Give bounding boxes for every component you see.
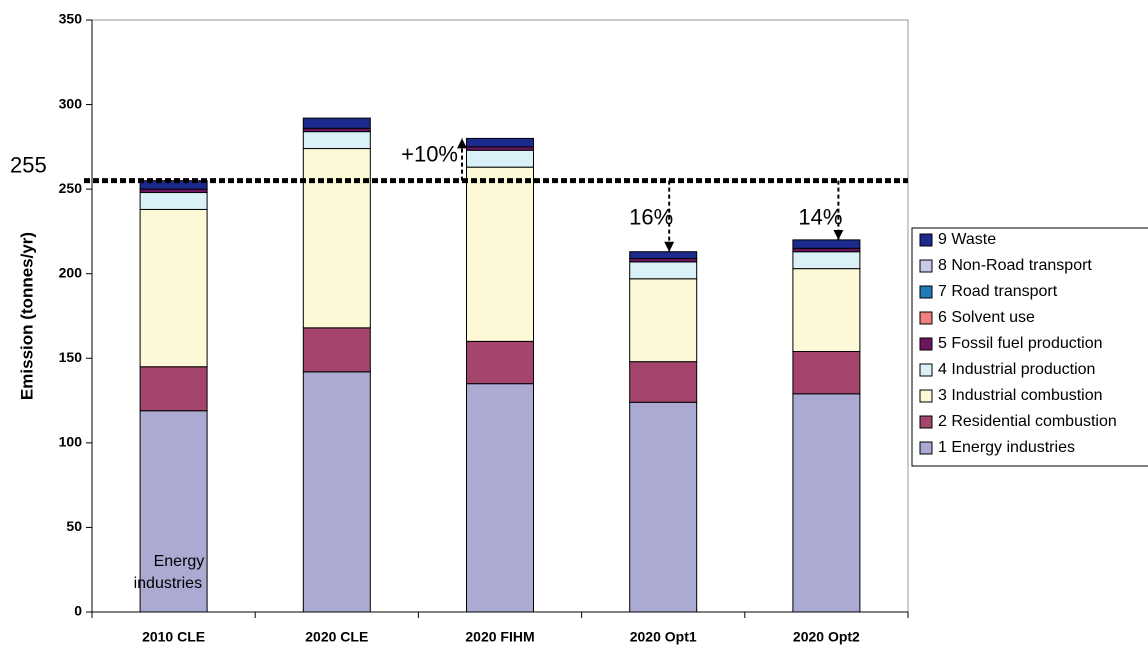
x-tick-label: 2020 Opt1 [630,629,697,645]
bar-segment [629,278,698,363]
bar-segment [792,239,861,249]
y-tick-label: 150 [59,349,83,365]
legend-swatch [919,233,933,247]
bar-segment [466,383,534,613]
annotation: +10% [401,141,458,166]
bar-segment [139,366,208,412]
bar-segment [302,117,371,129]
legend-swatch [919,415,933,429]
legend-label: 7 Road transport [938,283,1058,300]
bar-segment [139,208,208,368]
bar-segment [466,340,534,385]
legend-box [911,227,1148,467]
legend-swatch [919,389,933,403]
bar-segment [139,192,208,210]
bar-segment [302,371,371,613]
legend-label: 5 Fossil fuel production [938,335,1103,352]
x-tick-label: 2010 CLE [142,629,205,645]
annotation: Energy [154,553,205,570]
bar-segment [629,251,698,259]
y-axis-label: Emission (tonnes/yr) [17,232,36,400]
bar-segment [302,327,371,373]
legend-label: 1 Energy industries [938,439,1075,456]
bar-segment [792,247,861,253]
legend-label: 9 Waste [938,231,996,248]
annotation: 14% [798,204,842,229]
legend-label: 6 Solvent use [938,309,1035,326]
bar-segment [302,148,371,329]
legend-swatch [919,311,933,325]
bar-segment [139,410,208,613]
annotation: 16% [629,204,673,229]
bar-segment [466,166,534,342]
bar-segment [139,188,208,194]
bar-segment [792,268,861,353]
y-tick-label: 50 [66,518,82,534]
x-tick-label: 2020 Opt2 [793,629,860,645]
legend-label: 4 Industrial production [938,361,1095,378]
bar-segment [629,257,698,263]
legend-label: 3 Industrial combustion [938,387,1103,404]
y-tick-label: 250 [59,180,83,196]
bar-segment [629,261,698,280]
bar-segment [629,361,698,403]
bar-segment [139,180,208,190]
y-tick-label: 200 [59,264,83,280]
y-tick-label: 100 [59,434,83,450]
x-tick-label: 2020 FIHM [465,629,534,645]
bar-segment [302,131,371,150]
legend-swatch [919,259,933,273]
legend-label: 2 Residential combustion [938,413,1117,430]
bar-segment [302,127,371,133]
legend-swatch [919,363,933,377]
bar-segment [792,393,861,613]
reference-label: 255 [10,152,47,177]
x-tick-label: 2020 CLE [305,629,368,645]
y-tick-label: 300 [59,95,83,111]
bar-segment [466,146,534,151]
bar-segment [629,401,698,613]
legend-swatch [919,441,933,455]
annotation: industries [134,575,202,592]
bar-segment [792,351,861,395]
legend-swatch [919,337,933,351]
bar-segment [792,251,861,270]
y-tick-label: 0 [74,603,82,619]
y-tick-label: 350 [59,11,83,27]
legend-label: 8 Non-Road transport [938,257,1092,274]
bar-segment [466,149,534,168]
legend-swatch [919,285,933,299]
bar-segment [466,137,534,148]
